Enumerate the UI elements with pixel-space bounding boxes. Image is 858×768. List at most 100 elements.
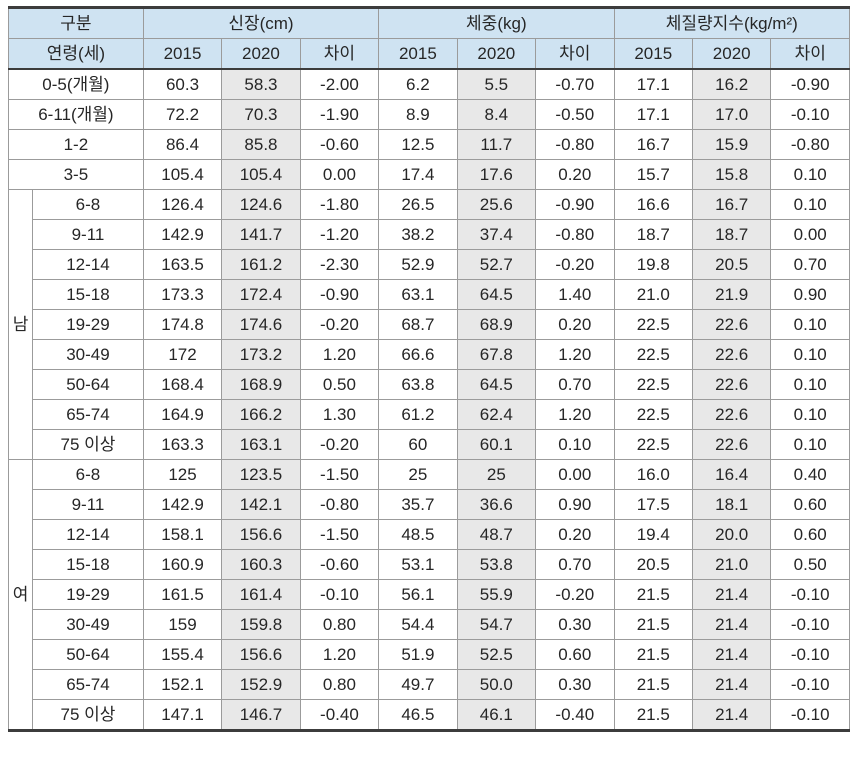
value-cell: 22.5 (613, 339, 693, 370)
value-cell: 15.8 (691, 159, 772, 190)
value-cell: -0.80 (535, 129, 615, 160)
value-cell: 163.5 (142, 249, 223, 280)
value-cell: 161.2 (221, 249, 301, 280)
age-cell: 30-49 (32, 339, 144, 370)
value-cell: 46.1 (456, 699, 537, 731)
value-cell: 159 (142, 609, 223, 640)
header-age-label: 연령(세) (8, 38, 144, 70)
age-cell: 30-49 (32, 609, 144, 640)
value-cell: -0.20 (299, 309, 380, 340)
header-weight-2020: 2020 (456, 38, 537, 70)
value-cell: 126.4 (142, 189, 223, 220)
value-cell: 156.6 (221, 519, 301, 550)
value-cell: -1.50 (299, 519, 380, 550)
value-cell: -0.90 (770, 68, 850, 100)
value-cell: 18.1 (691, 489, 772, 520)
value-cell: 146.7 (221, 699, 301, 731)
value-cell: 160.3 (221, 549, 301, 580)
value-cell: 21.5 (613, 579, 693, 610)
value-cell: 0.90 (535, 489, 615, 520)
value-cell: 25 (456, 459, 537, 490)
value-cell: 68.9 (456, 309, 537, 340)
value-cell: 160.9 (142, 549, 223, 580)
value-cell: 0.20 (535, 519, 615, 550)
value-cell: 17.5 (613, 489, 693, 520)
value-cell: 161.4 (221, 579, 301, 610)
age-cell: 65-74 (32, 669, 144, 700)
value-cell: 0.10 (535, 429, 615, 460)
table-row: 여 6-8 125 123.5 -1.50 25 25 0.00 16.0 16.4 0.40 (7, 459, 850, 731)
value-cell: 0.70 (770, 249, 850, 280)
header-bmi-2020: 2020 (691, 38, 772, 70)
value-cell: 19.4 (613, 519, 693, 550)
value-cell: 5.5 (456, 68, 537, 100)
value-cell: 35.7 (378, 489, 458, 520)
age-cell: 50-64 (32, 369, 144, 400)
value-cell: 173.2 (221, 339, 301, 370)
value-cell: 21.5 (613, 669, 693, 700)
table-row: 1-2 86.4 85.8 -0.60 12.5 11.7 -0.80 16.7 15.9 -0.… (8, 129, 850, 160)
value-cell: 22.5 (613, 369, 693, 400)
value-cell: 0.20 (535, 159, 615, 190)
value-cell: -0.80 (299, 489, 380, 520)
value-cell: -0.10 (770, 99, 850, 130)
value-cell: 68.7 (378, 309, 458, 340)
table-row: 75 이상 163.3 163.1 -0.20 60 60.1 0.10 22.5 22.6 0.… (9, 429, 850, 460)
value-cell: 62.4 (456, 399, 537, 430)
value-cell: 168.4 (142, 369, 223, 400)
value-cell: 49.7 (378, 669, 458, 700)
value-cell: 25 (378, 459, 458, 490)
value-cell: 50.0 (456, 669, 537, 700)
value-cell: 48.7 (456, 519, 537, 550)
table-row: 19-29 161.5 161.4 -0.10 56.1 55.9 -0.20 21.5 21.… (9, 579, 850, 610)
value-cell: 152.1 (142, 669, 223, 700)
header-group-bmi: 체질량지수(kg/m²) (613, 7, 851, 39)
value-cell: -0.20 (299, 429, 380, 460)
value-cell: 174.6 (221, 309, 301, 340)
age-cell: 3-5 (8, 159, 144, 190)
value-cell: 20.0 (691, 519, 772, 550)
value-cell: 8.4 (456, 99, 537, 130)
table-row: 12-14 163.5 161.2 -2.30 52.9 52.7 -0.20 19.8 20.… (9, 249, 850, 280)
value-cell: 86.4 (142, 129, 223, 160)
header-height-2015: 2015 (142, 38, 223, 70)
value-cell: 105.4 (142, 159, 223, 190)
age-cell: 9-11 (32, 219, 144, 250)
age-cell: 15-18 (32, 549, 144, 580)
value-cell: 0.90 (770, 279, 850, 310)
header-row-groups: 구분 신장(cm) 체중(kg) 체질량지수(kg/m²) (8, 7, 851, 39)
value-cell: 163.3 (142, 429, 223, 460)
value-cell: 142.1 (221, 489, 301, 520)
value-cell: 0.80 (299, 609, 380, 640)
value-cell: 22.6 (691, 339, 772, 370)
value-cell: 0.10 (770, 309, 850, 340)
value-cell: 124.6 (221, 189, 301, 220)
value-cell: -0.90 (299, 279, 380, 310)
value-cell: -0.90 (535, 189, 615, 220)
value-cell: 156.6 (221, 639, 301, 670)
header-weight-diff: 차이 (535, 38, 615, 70)
value-cell: 0.50 (770, 549, 850, 580)
age-cell: 75 이상 (32, 429, 144, 460)
value-cell: 25.6 (456, 189, 537, 220)
value-cell: 0.70 (535, 549, 615, 580)
value-cell: 173.3 (142, 279, 223, 310)
value-cell: 164.9 (142, 399, 223, 430)
value-cell: 63.1 (378, 279, 458, 310)
value-cell: 61.2 (378, 399, 458, 430)
value-cell: 0.00 (770, 219, 850, 250)
value-cell: 58.3 (221, 68, 301, 100)
age-cell: 15-18 (32, 279, 144, 310)
value-cell: 46.5 (378, 699, 458, 731)
value-cell: 163.1 (221, 429, 301, 460)
header-weight-2015: 2015 (378, 38, 458, 70)
value-cell: 0.10 (770, 399, 850, 430)
value-cell: 15.9 (691, 129, 772, 160)
value-cell: -0.10 (770, 609, 850, 640)
table-row: 12-14 158.1 156.6 -1.50 48.5 48.7 0.20 19.4 20.0… (9, 519, 850, 550)
value-cell: 6.2 (378, 68, 458, 100)
value-cell: 48.5 (378, 519, 458, 550)
value-cell: 21.5 (613, 609, 693, 640)
age-cell: 19-29 (32, 309, 144, 340)
value-cell: 16.2 (691, 68, 772, 100)
